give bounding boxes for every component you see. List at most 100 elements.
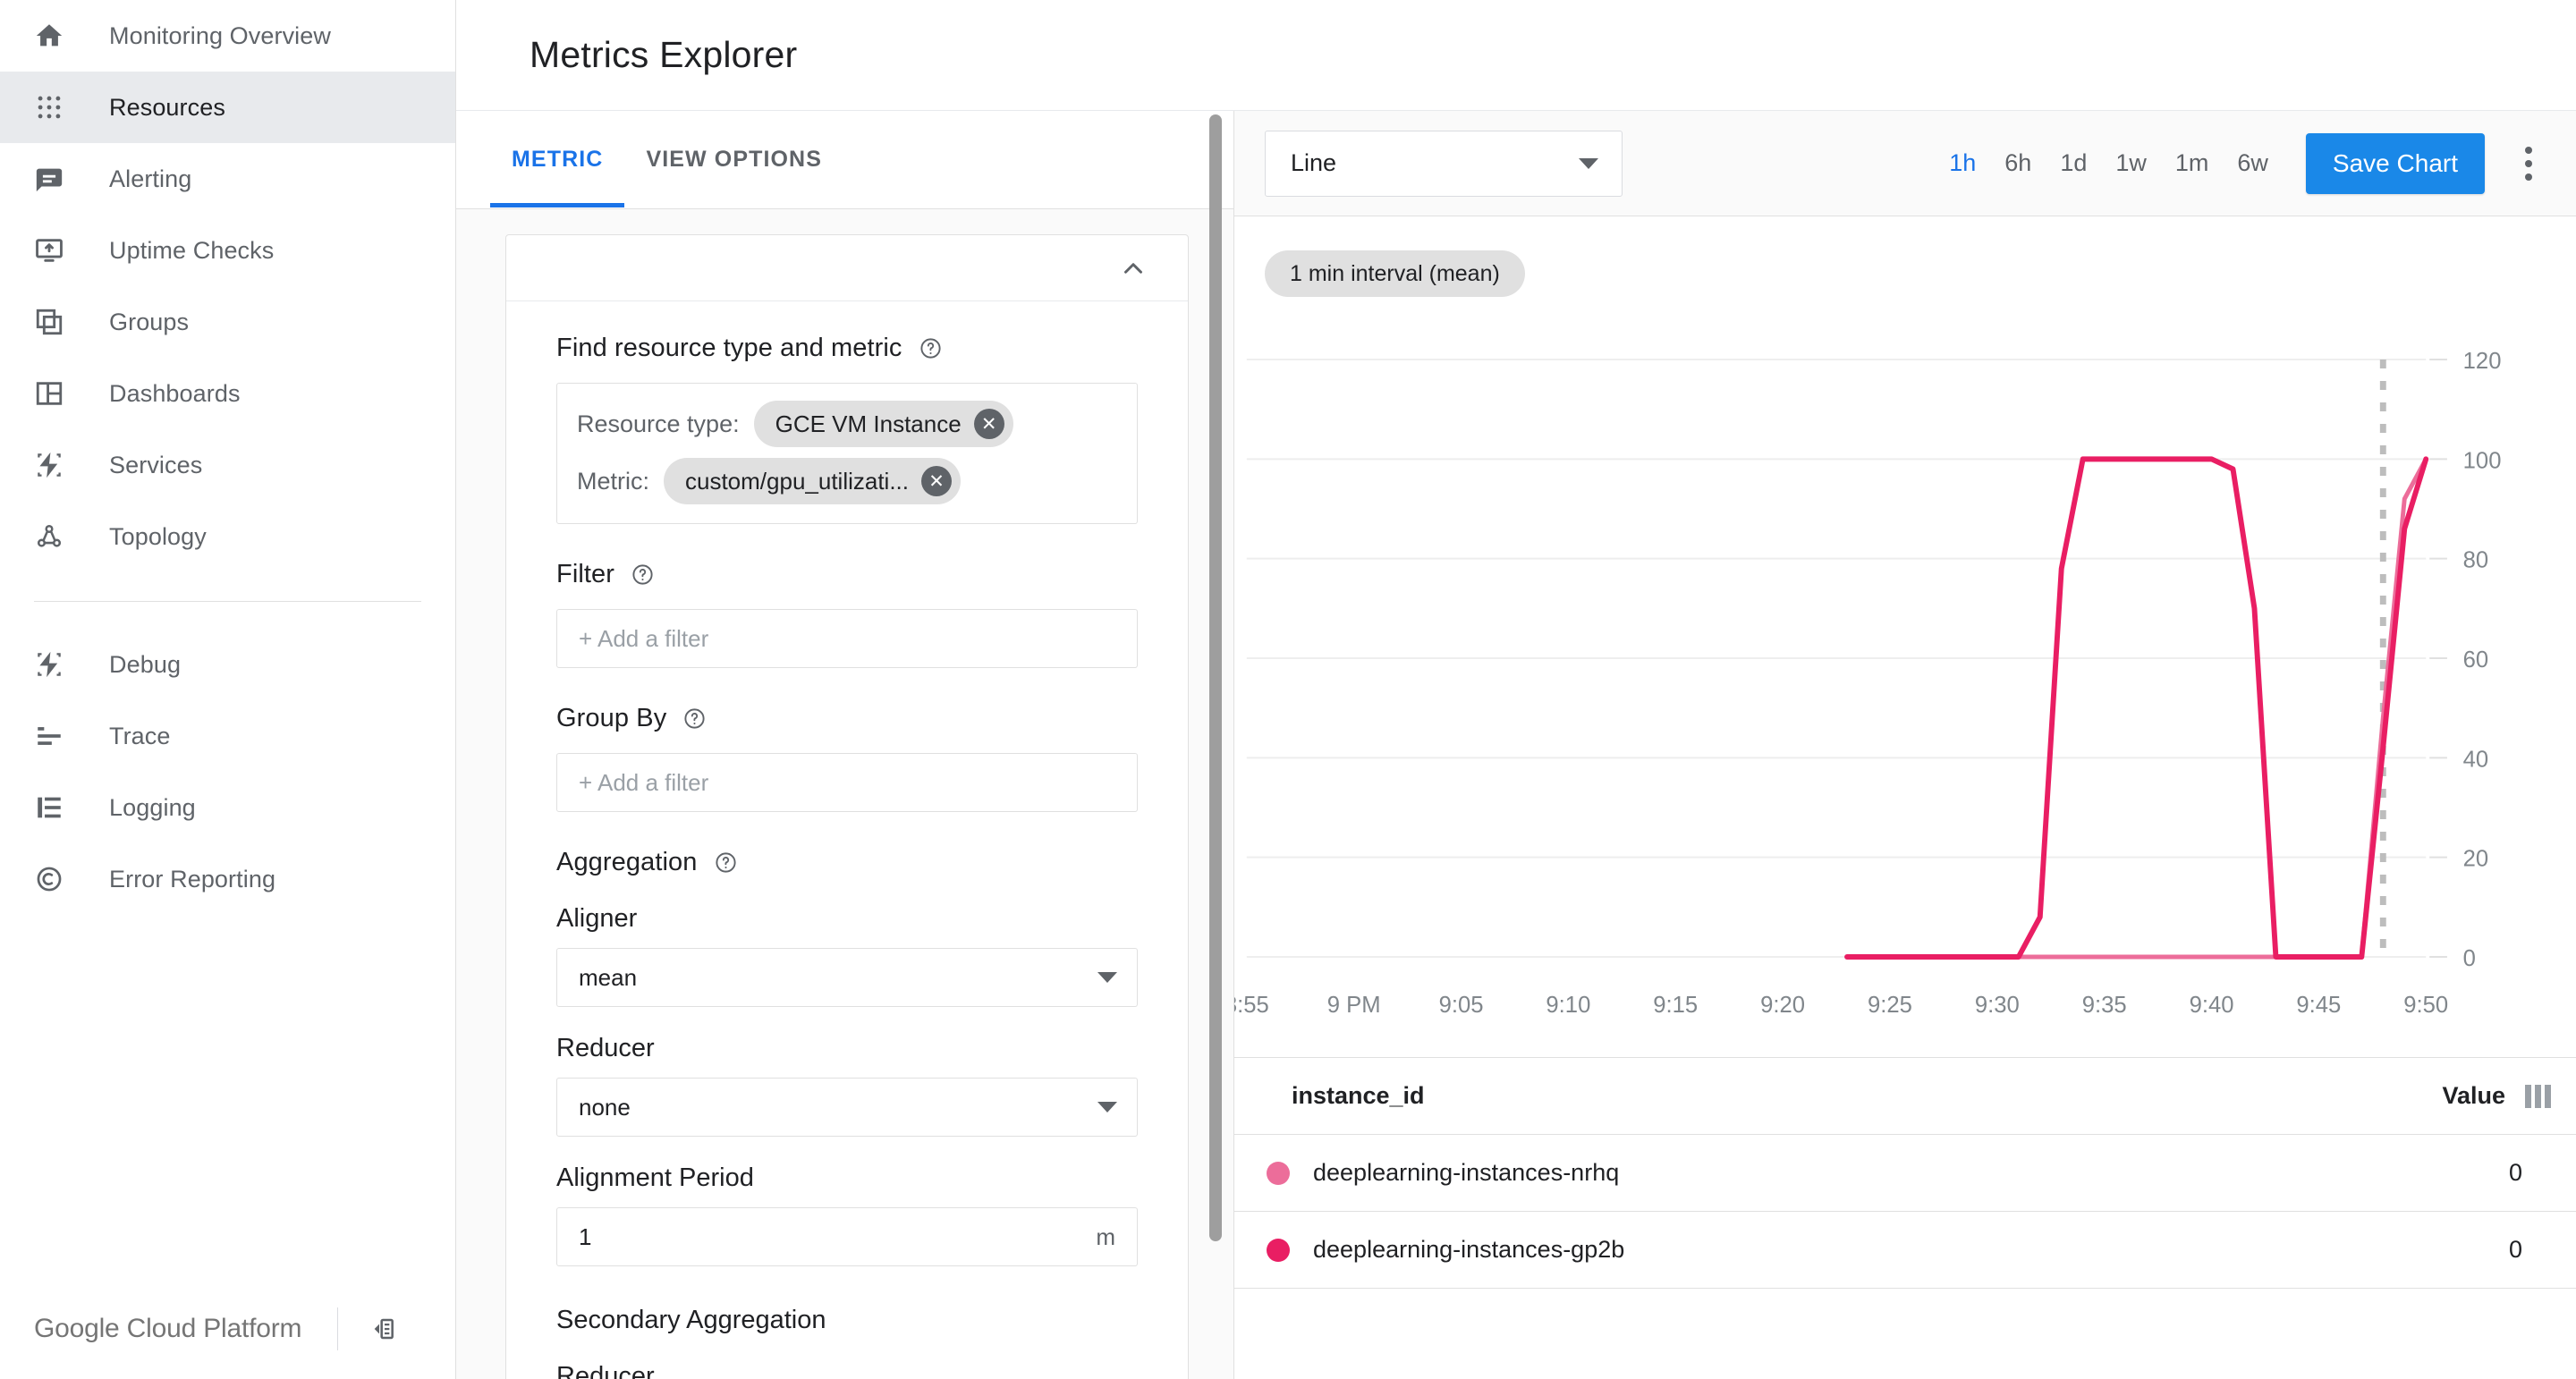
help-circle-icon[interactable]	[714, 850, 738, 875]
tab-metric[interactable]: METRIC	[490, 111, 625, 207]
logging-icon	[34, 792, 77, 823]
range-button-6w[interactable]: 6w	[2237, 149, 2268, 176]
aligner-select[interactable]: mean	[556, 948, 1138, 1007]
metric-chip-label: custom/gpu_utilizati...	[685, 467, 910, 495]
sidebar-item-services[interactable]: Services	[0, 429, 455, 501]
chart-pane: Line 1h 6h 1d 1w 1m 6w Save Chart	[1234, 111, 2576, 1379]
filter-section-title: Filter	[556, 560, 1138, 589]
sidebar-item-alerting[interactable]: Alerting	[0, 143, 455, 215]
group-by-label: Group By	[556, 704, 667, 732]
services-icon	[34, 450, 77, 480]
save-chart-button[interactable]: Save Chart	[2305, 132, 2485, 194]
x-tick-label: 9:45	[2296, 993, 2341, 1018]
sidebar-item-trace[interactable]: Trace	[0, 700, 455, 772]
sidebar-item-label: Resources	[109, 93, 225, 121]
metric-card-header	[506, 235, 1188, 301]
series-line	[1844, 456, 2429, 960]
range-button-1m[interactable]: 1m	[2174, 149, 2209, 176]
legend-row[interactable]: deeplearning-instances-gp2b 0	[1234, 1212, 2576, 1289]
sidebar-divider	[34, 601, 421, 602]
page-title: Metrics Explorer	[530, 34, 798, 75]
x-tick-label: 9:20	[1760, 993, 1805, 1018]
sidebar-item-uptime-checks[interactable]: Uptime Checks	[0, 215, 455, 286]
sidebar-item-debug[interactable]: Debug	[0, 629, 455, 700]
alignment-period-value: 1	[579, 1222, 592, 1250]
metric-card-body: Find resource type and metric Resource t…	[506, 301, 1188, 1379]
help-circle-icon[interactable]	[919, 336, 943, 360]
sidebar-item-resources[interactable]: Resources	[0, 72, 455, 143]
sidebar-item-logging[interactable]: Logging	[0, 772, 455, 843]
secondary-aggregation-title: Secondary Aggregation	[556, 1306, 826, 1334]
gcp-logo: Google Cloud Platform	[34, 1314, 301, 1344]
aligner-value: mean	[579, 963, 638, 991]
error-reporting-icon	[34, 864, 77, 894]
sidebar-item-monitoring-overview[interactable]: Monitoring Overview	[0, 0, 455, 72]
metric-chip[interactable]: custom/gpu_utilizati... ✕	[664, 458, 962, 504]
alignment-period-input[interactable]: 1 m	[556, 1207, 1138, 1266]
x-tick-label: 9:25	[1868, 993, 1912, 1018]
remove-chip-icon[interactable]: ✕	[921, 466, 953, 496]
remove-chip-icon[interactable]: ✕	[973, 409, 1004, 439]
kebab-menu-icon[interactable]	[2515, 146, 2542, 181]
secondary-reducer-label: Reducer	[556, 1362, 655, 1379]
filter-input[interactable]: + Add a filter	[556, 609, 1138, 668]
y-tick-label: 80	[2463, 548, 2489, 573]
sidebar-item-label: Trace	[109, 722, 171, 749]
sidebar-item-label: Topology	[109, 522, 207, 550]
tab-view-options[interactable]: VIEW OPTIONS	[646, 146, 822, 172]
series-line	[1844, 456, 2428, 960]
resource-type-chip[interactable]: GCE VM Instance ✕	[753, 401, 1013, 447]
aligner-label: Aligner	[556, 904, 638, 933]
chevron-up-icon[interactable]	[1118, 253, 1148, 283]
range-button-1w[interactable]: 1w	[2115, 149, 2147, 176]
aggregation-section-title: Aggregation	[556, 848, 1138, 877]
chart-svg-container[interactable]: 0 20 40 60 80 100 120 8:55 9 PM 9:05 9:10 9:15 9:20 9…	[1234, 216, 2576, 1057]
y-tick-label: 60	[2463, 647, 2489, 673]
y-tick-label: 100	[2463, 448, 2502, 473]
content-area: METRIC VIEW OPTIONS Find resource type a	[456, 111, 2576, 1379]
series-color-dot	[1267, 1238, 1290, 1262]
aggregation-label: Aggregation	[556, 848, 698, 876]
chart-type-select[interactable]: Line	[1265, 130, 1623, 197]
find-resource-label: Find resource type and metric	[556, 334, 902, 362]
legend-row[interactable]: deeplearning-instances-nrhq 0	[1234, 1135, 2576, 1212]
series-color-dot	[1267, 1161, 1290, 1185]
chart-toolbar: Line 1h 6h 1d 1w 1m 6w Save Chart	[1234, 111, 2576, 216]
legend-series-value: 0	[2508, 1236, 2522, 1263]
legend-column-instance-id: instance_id	[1292, 1082, 1425, 1109]
range-button-1h[interactable]: 1h	[1949, 149, 1977, 176]
sidebar-item-label: Groups	[109, 308, 190, 335]
sidebar-item-label: Services	[109, 451, 203, 478]
help-circle-icon[interactable]	[631, 563, 655, 587]
metric-config-pane: METRIC VIEW OPTIONS Find resource type a	[456, 111, 1234, 1379]
metric-row: Metric: custom/gpu_utilizati... ✕	[577, 457, 1117, 505]
legend-series-name: deeplearning-instances-gp2b	[1313, 1236, 1625, 1263]
home-icon	[34, 21, 77, 51]
help-circle-icon[interactable]	[682, 706, 707, 731]
y-tick-label: 0	[2463, 946, 2476, 971]
range-button-6h[interactable]: 6h	[2004, 149, 2032, 176]
x-tick-label: 9:40	[2190, 993, 2234, 1018]
group-by-input[interactable]: + Add a filter	[556, 753, 1138, 812]
sidebar-item-groups[interactable]: Groups	[0, 286, 455, 358]
filter-label: Filter	[556, 560, 615, 588]
x-tick-label: 9 PM	[1327, 993, 1381, 1018]
range-button-1d[interactable]: 1d	[2060, 149, 2088, 176]
primary-nav: Monitoring Overview Resources Alerting U…	[0, 0, 455, 915]
column-settings-icon[interactable]	[2525, 1084, 2551, 1108]
main-area: Metrics Explorer METRIC VIEW OPTIONS	[456, 0, 2576, 1379]
sidebar-item-label: Logging	[109, 793, 196, 821]
reducer-select[interactable]: none	[556, 1078, 1138, 1137]
resource-type-chip-label: GCE VM Instance	[775, 410, 962, 437]
config-scrollbar[interactable]	[1209, 114, 1222, 1241]
x-tick-label: 8:55	[1234, 993, 1269, 1018]
sidebar-item-label: Uptime Checks	[109, 236, 275, 264]
sidebar-item-dashboards[interactable]: Dashboards	[0, 358, 455, 429]
sidebar-item-label: Debug	[109, 650, 182, 678]
reducer-label: Reducer	[556, 1034, 655, 1062]
sidebar-item-topology[interactable]: Topology	[0, 501, 455, 572]
resource-metric-chips: Resource type: GCE VM Instance ✕ Metric:	[556, 383, 1138, 524]
collapse-panel-icon[interactable]	[369, 1315, 397, 1343]
sidebar-item-error-reporting[interactable]: Error Reporting	[0, 843, 455, 915]
dashboard-icon	[34, 378, 77, 409]
